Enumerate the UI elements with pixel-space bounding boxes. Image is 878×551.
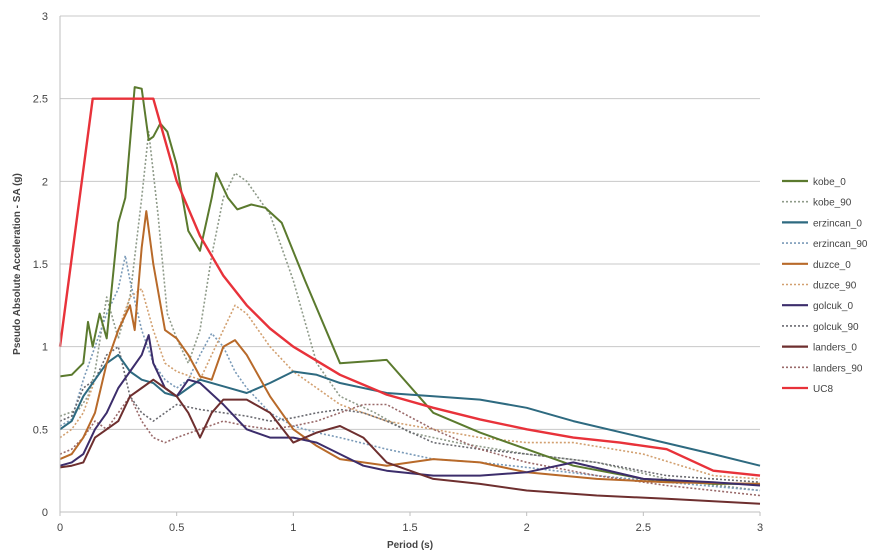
x-tick-label: 0 xyxy=(57,522,63,534)
x-tick-label: 0.5 xyxy=(169,522,184,534)
gridlines xyxy=(60,15,760,430)
y-tick-label: 1 xyxy=(42,342,48,354)
y-axis-title: Pseudo Absolute Acceleration - SA (g) xyxy=(12,173,23,355)
legend-label-duzce-0: duzce_0 xyxy=(813,260,851,271)
legend: kobe_0 kobe_90 erzincan_0 erzincan_90 duzce_… xyxy=(782,177,868,395)
x-axis-title: Period (s) xyxy=(387,540,433,551)
x-tick-label: 1 xyxy=(290,522,296,534)
legend-label-erzincan-0: erzincan_0 xyxy=(813,218,862,229)
legend-label-golcuk-0: golcuk_0 xyxy=(813,301,853,312)
series-line-erzincan-0 xyxy=(59,353,761,467)
series-line-landers-90 xyxy=(59,395,761,497)
y-tick-labels: 0 0.5 1 1.5 2 2.5 3 xyxy=(33,11,48,519)
legend-label-golcuk-90: golcuk_90 xyxy=(813,322,859,333)
series-line-golcuk-0 xyxy=(59,334,761,487)
legend-label-uc8: UC8 xyxy=(813,384,833,395)
y-tick-label: 1.5 xyxy=(33,259,48,271)
x-tick-label: 2 xyxy=(524,522,530,534)
y-tick-label: 2 xyxy=(42,176,48,188)
series-line-kobe-0 xyxy=(59,86,760,485)
x-tick-label: 1.5 xyxy=(402,522,417,534)
y-tick-label: 0 xyxy=(42,507,48,519)
y-tick-label: 0.5 xyxy=(33,424,48,436)
series-line-duzce-0 xyxy=(59,210,761,485)
x-tick-label: 3 xyxy=(757,522,763,534)
series-line-golcuk-90 xyxy=(59,345,761,483)
y-tick-label: 3 xyxy=(42,11,48,23)
x-tick-label: 2.5 xyxy=(636,522,651,534)
y-tick-label: 2.5 xyxy=(33,94,48,106)
legend-label-kobe-90: kobe_90 xyxy=(813,198,852,209)
legend-label-duzce-90: duzce_90 xyxy=(813,281,857,292)
legend-label-erzincan-90: erzincan_90 xyxy=(813,239,868,250)
legend-label-kobe-0: kobe_0 xyxy=(813,177,846,188)
legend-label-landers-90: landers_90 xyxy=(813,363,863,374)
series-line-kobe-90 xyxy=(59,130,761,492)
series-line-landers-0 xyxy=(59,378,761,505)
x-tick-labels: 0 0.5 1 1.5 2 2.5 3 xyxy=(57,512,763,534)
series-line-duzce-90 xyxy=(59,288,761,480)
series-line-uc8 xyxy=(58,97,761,477)
series-lines xyxy=(58,86,761,505)
legend-label-landers-0: landers_0 xyxy=(813,343,857,354)
